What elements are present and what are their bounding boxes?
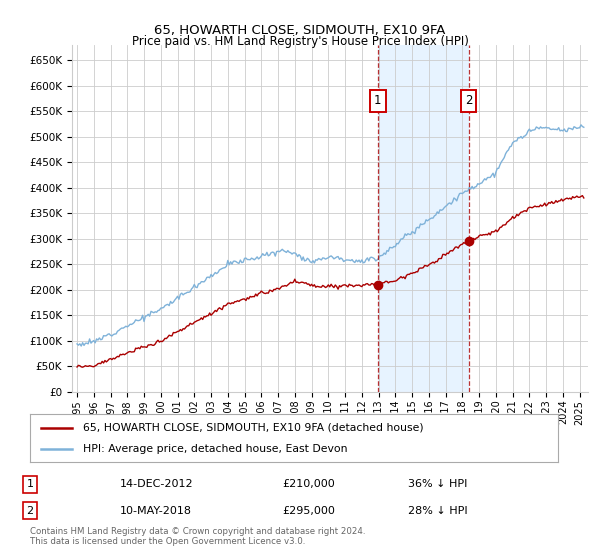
Text: 65, HOWARTH CLOSE, SIDMOUTH, EX10 9FA: 65, HOWARTH CLOSE, SIDMOUTH, EX10 9FA (154, 24, 446, 38)
Text: 28% ↓ HPI: 28% ↓ HPI (408, 506, 467, 516)
Text: 36% ↓ HPI: 36% ↓ HPI (408, 479, 467, 489)
Text: £295,000: £295,000 (282, 506, 335, 516)
Text: 2: 2 (465, 95, 472, 108)
Text: Contains HM Land Registry data © Crown copyright and database right 2024.
This d: Contains HM Land Registry data © Crown c… (30, 526, 365, 546)
Text: 1: 1 (26, 479, 34, 489)
Text: 14-DEC-2012: 14-DEC-2012 (120, 479, 194, 489)
Text: £210,000: £210,000 (282, 479, 335, 489)
Text: 10-MAY-2018: 10-MAY-2018 (120, 506, 192, 516)
Text: Price paid vs. HM Land Registry's House Price Index (HPI): Price paid vs. HM Land Registry's House … (131, 35, 469, 49)
Text: HPI: Average price, detached house, East Devon: HPI: Average price, detached house, East… (83, 444, 347, 454)
Bar (378, 45, 469, 392)
Text: 2: 2 (26, 506, 34, 516)
Text: 65, HOWARTH CLOSE, SIDMOUTH, EX10 9FA (detached house): 65, HOWARTH CLOSE, SIDMOUTH, EX10 9FA (d… (83, 423, 424, 433)
Text: 1: 1 (374, 95, 382, 108)
